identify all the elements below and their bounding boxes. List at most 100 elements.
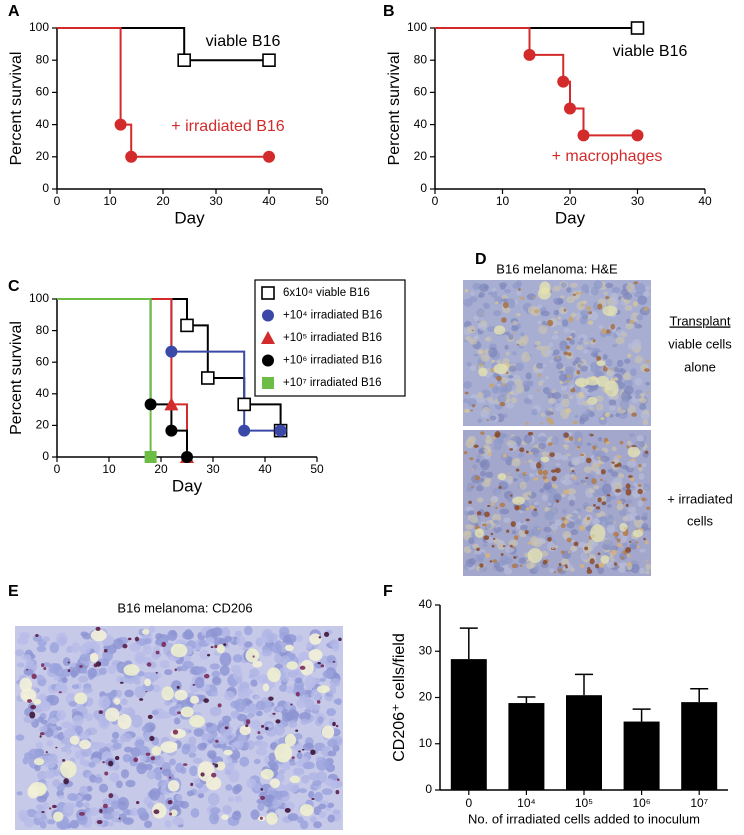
- image-title: B16 melanoma: CD206: [117, 600, 252, 615]
- tissue-spot: [567, 494, 576, 502]
- tissue-spot: [476, 485, 484, 492]
- tissue-spot: [477, 397, 486, 404]
- tissue-spot: [196, 667, 208, 674]
- tissue-spot: [269, 633, 278, 642]
- tissue-spot: [505, 351, 510, 356]
- bar: [508, 703, 545, 790]
- tissue-spot: [130, 807, 138, 817]
- tissue-spot: [557, 316, 561, 320]
- tissue-spot: [595, 469, 601, 475]
- tissue-spot: [590, 433, 594, 437]
- marker: [114, 118, 127, 131]
- tissue-spot: [527, 548, 543, 564]
- tissue-spot: [105, 707, 120, 722]
- x-axis-label: Day: [555, 208, 586, 227]
- tissue-spot: [590, 540, 599, 547]
- tissue-spot: [485, 552, 491, 559]
- x-tick-label: 10⁴: [517, 796, 536, 810]
- tissue-spot: [507, 380, 515, 386]
- tissue-spot: [494, 301, 499, 305]
- tissue-spot: [549, 359, 554, 363]
- tissue-spot: [245, 648, 260, 663]
- tissue-spot: [329, 678, 341, 687]
- tissue-spot: [201, 733, 213, 741]
- tissue-spot: [489, 383, 495, 388]
- tissue-spot: [207, 792, 220, 806]
- tissue-spot: [628, 475, 633, 478]
- tissue-spot: [493, 561, 500, 569]
- marker: [165, 345, 178, 358]
- tissue-spot: [642, 483, 651, 492]
- tissue-spot: [184, 629, 193, 640]
- tissue-spot: [565, 408, 572, 414]
- tissue-spot: [318, 635, 322, 639]
- tissue-spot: [553, 330, 559, 335]
- marker: [564, 102, 576, 115]
- tissue-spot: [572, 313, 577, 317]
- tissue-spot: [518, 528, 527, 538]
- y-tick-label: 30: [419, 643, 433, 657]
- series-label: + irradiated B16: [171, 118, 285, 135]
- marker: [238, 424, 251, 437]
- tissue-spot: [170, 643, 188, 658]
- tissue-spot: [495, 506, 498, 510]
- y-tick-label: 40: [419, 597, 433, 611]
- tissue-spot: [619, 522, 628, 532]
- tissue-spot: [611, 446, 617, 452]
- x-axis-label: Day: [174, 208, 205, 227]
- tissue-spot: [616, 538, 621, 543]
- tissue-spot: [176, 794, 183, 802]
- tissue-spot: [272, 798, 283, 807]
- tissue-spot: [291, 756, 295, 759]
- y-axis-label: Percent survival: [8, 52, 25, 166]
- tissue-spot: [48, 807, 52, 810]
- tissue-spot: [284, 644, 294, 652]
- tissue-spot: [311, 797, 315, 801]
- x-tick-label: 0: [465, 796, 472, 810]
- tissue-spot: [526, 380, 534, 387]
- tissue-spot: [598, 415, 608, 425]
- tissue-spot: [79, 739, 92, 750]
- tissue-spot: [480, 431, 485, 435]
- tissue-spot: [636, 545, 640, 549]
- marker: [263, 150, 275, 163]
- y-tick-label: 100: [29, 291, 49, 305]
- tissue-spot: [332, 660, 336, 663]
- tissue-spot: [474, 528, 485, 538]
- series-label: viable B16: [206, 33, 281, 50]
- tissue-spot: [503, 413, 508, 418]
- tissue-spot: [301, 748, 305, 751]
- tissue-spot: [61, 721, 73, 729]
- tissue-spot: [68, 662, 76, 668]
- tissue-spot: [624, 385, 634, 395]
- tissue-spot: [33, 698, 42, 705]
- x-tick-label: 0: [432, 194, 439, 208]
- tissue-spot: [540, 463, 545, 469]
- tissue-spot: [268, 752, 277, 762]
- tissue-spot: [519, 296, 525, 300]
- tissue-spot: [529, 473, 535, 478]
- tissue-spot: [125, 779, 136, 788]
- tissue-spot: [511, 325, 519, 332]
- tissue-spot: [580, 365, 589, 372]
- tissue-spot: [489, 415, 497, 421]
- tissue-spot: [612, 343, 618, 348]
- tissue-spot: [610, 558, 615, 562]
- tissue-spot: [199, 649, 210, 660]
- tissue-spot: [535, 368, 544, 374]
- tissue-spot: [537, 528, 541, 530]
- tissue-spot: [117, 714, 132, 730]
- tissue-spot: [542, 469, 549, 476]
- tissue-spot: [595, 395, 604, 403]
- tissue-spot: [501, 383, 506, 387]
- tissue-spot: [169, 758, 176, 766]
- tissue-spot: [135, 800, 140, 805]
- tissue-spot: [463, 381, 472, 389]
- tissue-spot: [134, 651, 146, 665]
- tissue-spot: [255, 727, 266, 735]
- tissue-spot: [39, 726, 48, 733]
- tissue-spot: [167, 780, 180, 792]
- x-tick-label: 50: [315, 194, 329, 208]
- tissue-spot: [316, 685, 330, 694]
